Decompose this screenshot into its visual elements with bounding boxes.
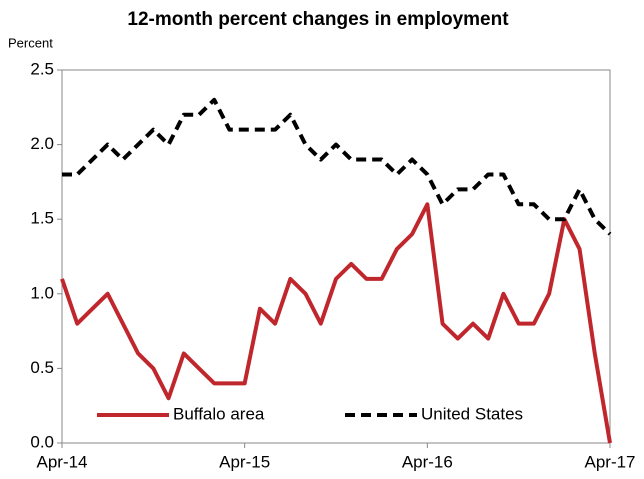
legend-label: Buffalo area — [173, 404, 265, 423]
x-tick-label: Apr-16 — [402, 452, 453, 471]
y-tick-label: 0.5 — [30, 358, 54, 377]
y-tick-label: 1.5 — [30, 209, 54, 228]
series-line — [60, 202, 612, 444]
legend-label: United States — [421, 404, 523, 423]
x-tick-label: Apr-15 — [219, 452, 270, 471]
y-tick-label: 1.0 — [30, 283, 54, 302]
y-tick-label: 2.0 — [30, 134, 54, 153]
series-line — [62, 97, 612, 236]
plot-frame — [61, 69, 611, 444]
chart-title: 12-month percent changes in employment — [127, 9, 509, 30]
x-tick-label: Apr-17 — [584, 452, 635, 471]
x-tick-label: Apr-14 — [36, 452, 87, 471]
y-axis-label: Percent — [8, 35, 53, 50]
y-tick-label: 2.5 — [30, 59, 54, 78]
y-tick-label: 0.0 — [30, 432, 54, 451]
